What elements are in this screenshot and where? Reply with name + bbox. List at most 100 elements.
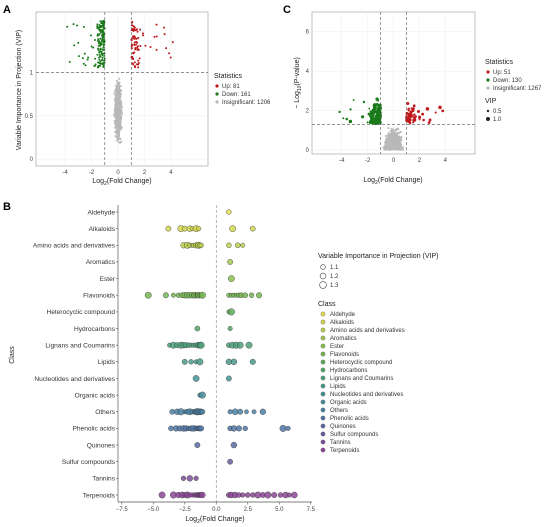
panel-c-point-insignificant: [386, 134, 389, 137]
panel-c-vip-large: 1.0: [493, 117, 502, 123]
panel-a-point-up: [132, 52, 135, 55]
panel-a-point-down: [102, 39, 105, 42]
panel-a-point-insignificant: [116, 93, 119, 96]
panel-b-point: [171, 292, 176, 298]
panel-a-point-up: [137, 59, 140, 62]
panel-b-point: [230, 425, 238, 432]
panel-b-point: [264, 491, 272, 499]
panel-c-point-up: [407, 116, 412, 120]
panel-b-point: [180, 475, 187, 481]
panel-b-vip-size-1-swatch: [320, 264, 326, 270]
panel-a-point-down: [101, 48, 104, 51]
panel-c-vip-title: VIP: [485, 98, 497, 105]
panel-c-point-insignificant: [396, 127, 399, 130]
panel-a-point-down: [99, 41, 102, 44]
panel-a-point-insignificant: [117, 136, 120, 139]
panel-c-point-insignificant: [393, 137, 396, 140]
panel-a-point-up: [139, 45, 142, 48]
panel-c-point-insignificant: [399, 148, 402, 151]
panel-b-class-legend-swatch: [320, 343, 326, 349]
panel-a-thresholds: [36, 12, 208, 166]
panel-a-point-up: [137, 36, 140, 39]
panel-a-point-insignificant: [118, 102, 121, 105]
panel-c-point-down: [368, 107, 371, 110]
panel-a-point-up: [136, 46, 139, 49]
panel-a-point-insignificant: [115, 110, 118, 113]
panel-a-point-down: [102, 25, 105, 28]
panel-c-point-insignificant: [390, 141, 393, 144]
panel-a-point-down: [72, 23, 75, 26]
panel-b-class-legend-item: Lignans and Coumarins: [330, 376, 393, 382]
panel-a-point-down: [81, 57, 84, 60]
panel-b-class-label: Lipids: [98, 359, 116, 366]
panel-b-class-legend-item: Nucleotides and derivatives: [330, 392, 403, 398]
panel-c-point-down: [378, 103, 382, 107]
panel-b-class-legend-swatch: [320, 431, 326, 437]
panel-b-point: [240, 242, 246, 248]
panel-a-point-insignificant: [116, 105, 119, 108]
panel-a-point-down: [100, 30, 103, 33]
panel-b-point: [230, 441, 238, 449]
panel-c-xtick-label: 2: [418, 158, 422, 164]
panel-c-point-insignificant: [390, 148, 393, 151]
panel-b-point: [286, 492, 292, 498]
panel-c-point-down: [366, 121, 369, 124]
panel-b-class-legend-item: Sulfur compounds: [330, 432, 378, 438]
panel-b-class-legend-swatch: [320, 327, 326, 333]
panel-a-point-up: [134, 43, 137, 46]
panel-c-point-down: [375, 102, 379, 107]
panel-c-point-insignificant: [387, 144, 390, 147]
panel-a-point-up: [165, 47, 168, 50]
panel-a-point-down: [101, 53, 104, 56]
panel-a-point-down: [103, 55, 106, 58]
panel-b-class-legend-swatch: [320, 391, 326, 397]
panel-a-point-down: [101, 36, 104, 39]
panel-b-class-legend-item: Heterocyclic compound: [330, 360, 392, 366]
panel-c-point-down: [375, 120, 377, 123]
panel-b-point: [227, 409, 233, 415]
panel-a-point-down: [102, 19, 105, 22]
panel-a-point-up: [138, 57, 141, 60]
panel-c-point-down: [377, 117, 380, 120]
panel-a-point-up: [130, 39, 133, 42]
panel-b-point: [250, 225, 256, 232]
panel-a-point-down: [82, 62, 85, 65]
panel-b-class-legend-swatch: [320, 415, 326, 421]
panel-a-point-down: [94, 39, 97, 42]
panel-a-point-down: [101, 58, 104, 61]
panel-b-point: [277, 492, 284, 498]
panel-a-point-down: [98, 56, 101, 59]
panel-a-point-insignificant: [115, 139, 118, 142]
panel-a-xlabel: Log2(Fold Change): [92, 178, 151, 187]
panel-b-point: [227, 308, 235, 316]
panel-a-point-up: [131, 27, 134, 30]
panel-b-point: [196, 358, 204, 366]
panel-c-point-down: [374, 117, 378, 121]
panel-b-class-labels: Aldehyde Alkaloids Amino acids and derivat…: [33, 209, 118, 499]
panel-a-point-insignificant: [117, 84, 120, 87]
panel-c-point-up: [413, 113, 416, 116]
panel-a-point-insignificant: [116, 81, 119, 84]
panel-b-point: [192, 375, 200, 382]
panel-b-xtick-label: 2.5: [244, 507, 253, 513]
panel-a-xtick-label: -2: [89, 170, 95, 176]
panel-b-class-legend-item: Aromatics: [330, 336, 357, 342]
panel-c-point-insignificant: [392, 134, 395, 137]
panel-c-point-insignificant: [402, 148, 405, 151]
panel-b-ylabel: Class: [9, 346, 16, 364]
panel-c-point-up: [418, 115, 422, 119]
panel-c-legend: Statistics Up: 51 Down: 130 Insignifican…: [485, 59, 542, 123]
panel-c-ytick-label: 4: [306, 69, 310, 75]
panel-a-point-down: [100, 51, 103, 54]
panel-b-point: [197, 341, 205, 349]
panel-a-point-insignificant: [116, 130, 119, 133]
panel-a-point-up: [132, 58, 135, 61]
panel-c-point-insignificant: [401, 146, 404, 149]
panel-a-point-insignificant: [117, 141, 120, 144]
panel-b-point: [291, 491, 298, 499]
panel-b-class-label: Lignans and Coumarins: [45, 342, 115, 349]
panel-a-point-insignificant: [116, 116, 119, 119]
panel-b-class-legend-item: Others: [330, 408, 348, 414]
panel-b-class-legend-item: Flavonoids: [330, 352, 359, 358]
